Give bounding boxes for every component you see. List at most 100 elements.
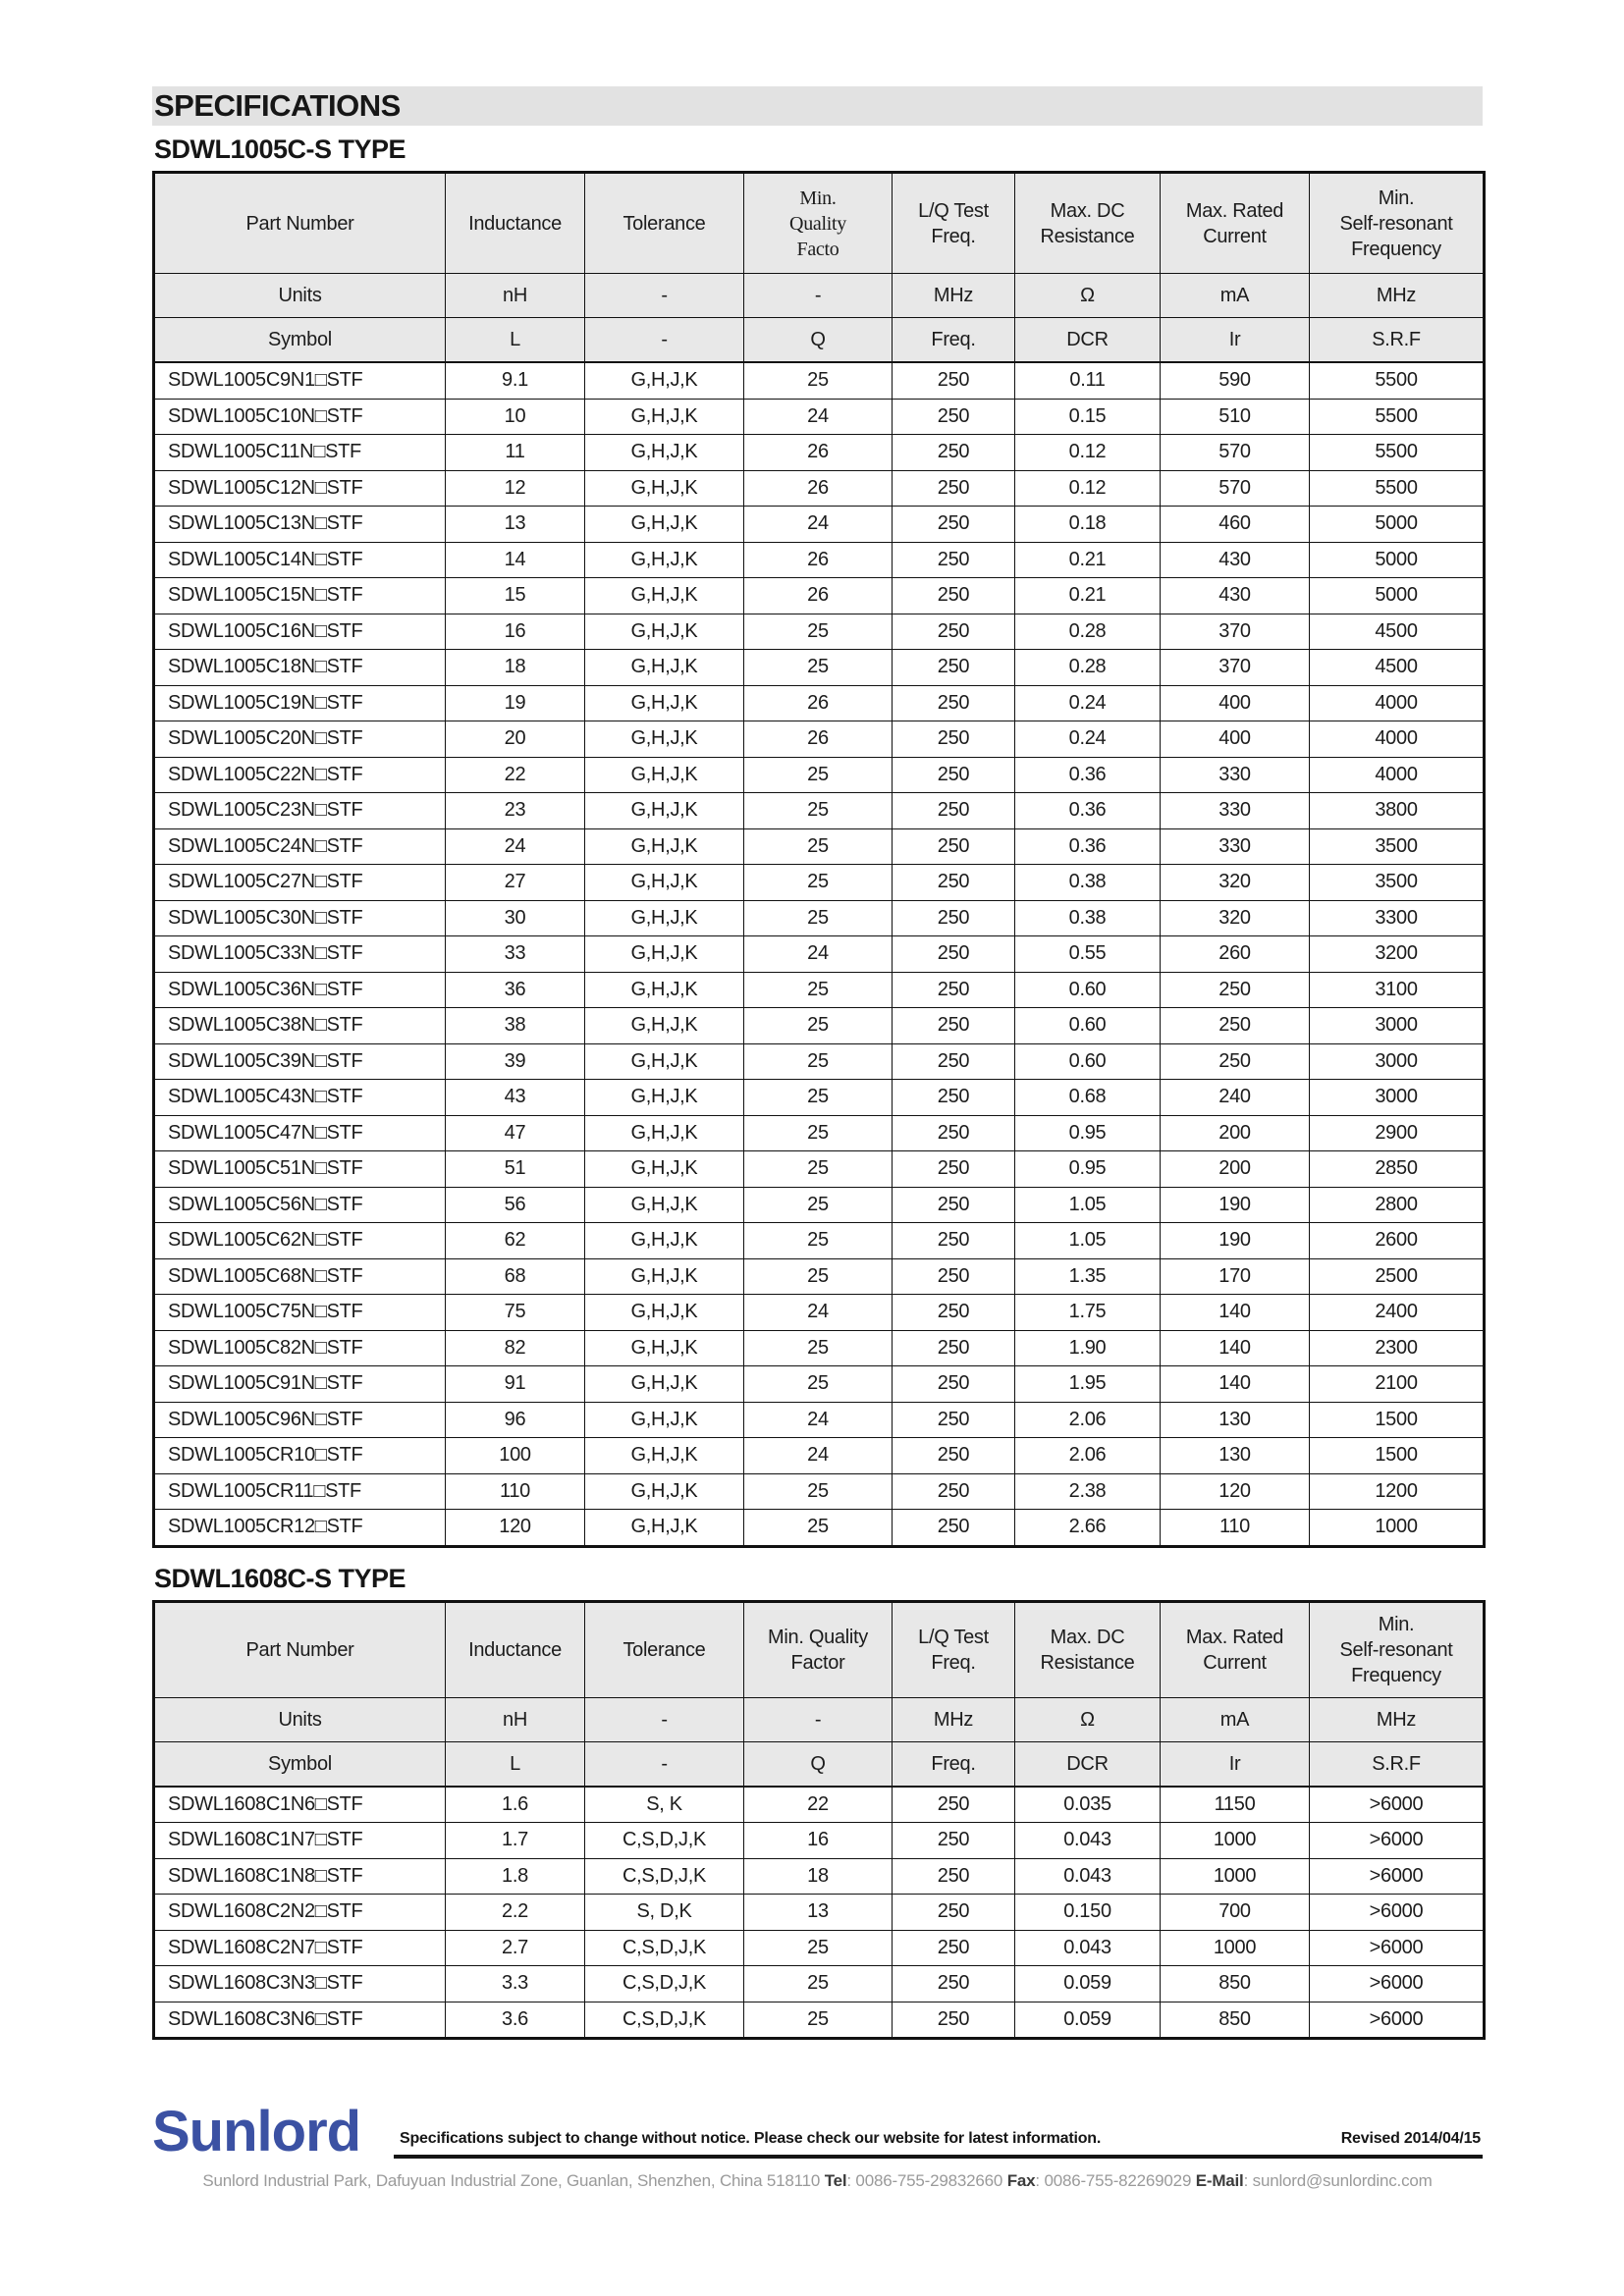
value-cell: 47 (445, 1114, 585, 1151)
table2-title: SDWL1608C-S TYPE (154, 1563, 406, 1593)
unit-cell: MHz (1309, 273, 1485, 318)
value-cell: 190 (1160, 1222, 1310, 1259)
value-cell: >6000 (1309, 1822, 1485, 1859)
value-cell: 1.6 (445, 1786, 585, 1823)
value-cell: 3000 (1309, 1042, 1485, 1080)
value-cell: C,S,D,J,K (584, 1965, 744, 2002)
table-row: SDWL1005C19N□STF 19 G,H,J,K 26 250 0.24 400 400… (153, 684, 1485, 721)
value-cell: 5000 (1309, 541, 1485, 578)
table-row: SDWL1005C24N□STF 24 G,H,J,K 25 250 0.36 330 350… (153, 828, 1485, 865)
value-cell: 1.95 (1014, 1365, 1161, 1403)
value-cell: 2.38 (1014, 1472, 1161, 1510)
value-cell: 36 (445, 971, 585, 1008)
value-cell: 26 (743, 541, 893, 578)
value-cell: 2.06 (1014, 1401, 1161, 1438)
value-cell: 510 (1160, 398, 1310, 435)
part-number-cell: SDWL1005C82N□STF (153, 1329, 446, 1366)
part-number-cell: SDWL1005C91N□STF (153, 1365, 446, 1403)
value-cell: 9.1 (445, 361, 585, 400)
value-cell: >6000 (1309, 1786, 1485, 1823)
value-cell: 370 (1160, 649, 1310, 686)
value-cell: 3200 (1309, 935, 1485, 973)
symbol-cell: Q (743, 317, 893, 363)
value-cell: 320 (1160, 864, 1310, 901)
value-cell: 1000 (1160, 1929, 1310, 1966)
value-cell: 25 (743, 1472, 893, 1510)
value-cell: 39 (445, 1042, 585, 1080)
col-header-lq-test-freq: L/Q Test Freq. (892, 1600, 1015, 1698)
symbol-cell: - (584, 1740, 744, 1788)
value-cell: G,H,J,K (584, 649, 744, 686)
symbol-cell: DCR (1014, 317, 1161, 363)
value-cell: 25 (743, 1222, 893, 1259)
value-cell: 430 (1160, 577, 1310, 614)
value-cell: 0.059 (1014, 2001, 1161, 2039)
value-cell: 330 (1160, 828, 1310, 865)
part-number-cell: SDWL1005C20N□STF (153, 721, 446, 758)
table-row: SDWL1005C11N□STF 11 G,H,J,K 26 250 0.12 570 550… (153, 434, 1485, 471)
value-cell: G,H,J,K (584, 971, 744, 1008)
value-cell: 0.60 (1014, 1007, 1161, 1044)
value-cell: 5000 (1309, 506, 1485, 543)
value-cell: G,H,J,K (584, 613, 744, 650)
value-cell: 200 (1160, 1150, 1310, 1188)
part-number-cell: SDWL1005C38N□STF (153, 1007, 446, 1044)
value-cell: 250 (892, 935, 1015, 973)
value-cell: 170 (1160, 1257, 1310, 1295)
value-cell: 26 (743, 469, 893, 507)
unit-cell: mA (1160, 273, 1310, 318)
value-cell: 18 (445, 649, 585, 686)
part-number-cell: SDWL1005C39N□STF (153, 1042, 446, 1080)
part-number-cell: SDWL1005C12N□STF (153, 469, 446, 507)
value-cell: G,H,J,K (584, 1509, 744, 1547)
value-cell: G,H,J,K (584, 1007, 744, 1044)
table-row: SDWL1005C33N□STF 33 G,H,J,K 24 250 0.55 260 320… (153, 935, 1485, 973)
units-row: Units nH - - MHz Ω mA MHz (153, 273, 1485, 318)
company-address-line: Sunlord Industrial Park, Dafuyuan Indust… (152, 2171, 1483, 2191)
part-number-cell: SDWL1608C1N6□STF (153, 1786, 446, 1823)
symbol-cell: S.R.F (1309, 317, 1485, 363)
fax-label: Fax (1006, 2171, 1036, 2191)
value-cell: 460 (1160, 506, 1310, 543)
value-cell: 250 (1160, 1042, 1310, 1080)
value-cell: 18 (743, 1857, 893, 1895)
part-number-cell: SDWL1005C62N□STF (153, 1222, 446, 1259)
value-cell: G,H,J,K (584, 469, 744, 507)
value-cell: 250 (892, 469, 1015, 507)
value-cell: 4500 (1309, 649, 1485, 686)
part-number-cell: SDWL1005CR11□STF (153, 1472, 446, 1510)
value-cell: G,H,J,K (584, 1186, 744, 1223)
value-cell: 25 (743, 1114, 893, 1151)
value-cell: 250 (1160, 971, 1310, 1008)
part-number-cell: SDWL1005C96N□STF (153, 1401, 446, 1438)
part-number-cell: SDWL1608C1N8□STF (153, 1857, 446, 1895)
part-number-cell: SDWL1005C11N□STF (153, 434, 446, 471)
value-cell: 140 (1160, 1329, 1310, 1366)
address-text: Sunlord Industrial Park, Dafuyuan Indust… (202, 2171, 825, 2191)
value-cell: 250 (892, 613, 1015, 650)
page-title: SPECIFICATIONS (154, 88, 401, 123)
value-cell: 250 (892, 649, 1015, 686)
table-row: SDWL1005C96N□STF 96 G,H,J,K 24 250 2.06 130 150… (153, 1401, 1485, 1438)
value-cell: 43 (445, 1079, 585, 1116)
value-cell: 25 (743, 361, 893, 400)
value-cell: 25 (743, 899, 893, 936)
table-row: SDWL1005C13N□STF 13 G,H,J,K 24 250 0.18 460 500… (153, 506, 1485, 543)
value-cell: 110 (1160, 1509, 1310, 1547)
value-cell: 0.12 (1014, 434, 1161, 471)
table-row: SDWL1005C18N□STF 18 G,H,J,K 25 250 0.28 370 450… (153, 649, 1485, 686)
value-cell: 4500 (1309, 613, 1485, 650)
part-number-cell: SDWL1005C23N□STF (153, 792, 446, 829)
value-cell: 250 (892, 1007, 1015, 1044)
value-cell: 0.60 (1014, 1042, 1161, 1080)
unit-cell: - (743, 1696, 893, 1742)
table-row: SDWL1005C10N□STF 10 G,H,J,K 24 250 0.15 510 550… (153, 398, 1485, 435)
value-cell: 700 (1160, 1894, 1310, 1931)
part-number-cell: SDWL1608C2N7□STF (153, 1929, 446, 1966)
revision-date: Revised 2014/04/15 (1340, 2130, 1481, 2148)
value-cell: 0.95 (1014, 1114, 1161, 1151)
value-cell: 0.15 (1014, 398, 1161, 435)
value-cell: 1.35 (1014, 1257, 1161, 1295)
value-cell: 250 (892, 792, 1015, 829)
value-cell: 19 (445, 684, 585, 721)
